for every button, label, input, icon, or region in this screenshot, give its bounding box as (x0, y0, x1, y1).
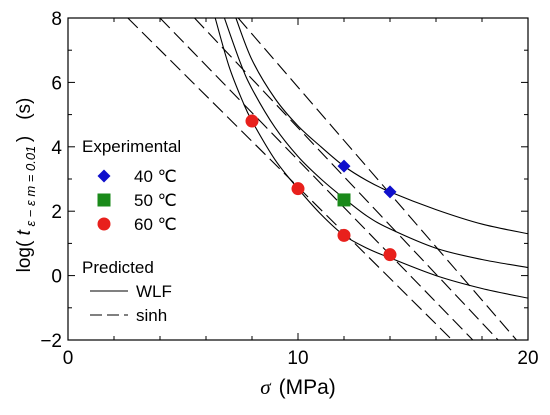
y-tick-label: 4 (51, 138, 62, 159)
y-tick-label: 2 (51, 202, 62, 223)
chart-points (245, 114, 397, 262)
y-tick-label: 0 (51, 267, 62, 288)
wlf-line-0 (235, 18, 528, 235)
sinh-line-3 (237, 18, 517, 340)
legend-marker-diamond (97, 169, 111, 183)
y-tick-label: 6 (51, 73, 62, 94)
data-point-circle (245, 114, 259, 128)
sinh-line-4 (194, 18, 499, 340)
legend-marker-square (97, 193, 111, 207)
legend-marker-circle (97, 217, 111, 231)
data-point-circle (337, 228, 351, 242)
legend-title-experimental: Experimental (82, 137, 181, 156)
legend-label: 50 ℃ (134, 191, 177, 210)
legend: Experimental 40 ℃ 50 ℃ 60 ℃ Predicted WLF sinh (82, 137, 181, 325)
data-point-diamond (383, 185, 397, 199)
legend-label: WLF (136, 282, 172, 301)
chart-lines (127, 18, 528, 340)
axis-labels: σ (MPa) log( t ε − ε m = 0.01 )(s) (14, 98, 336, 399)
legend-title-predicted: Predicted (82, 258, 154, 277)
legend-label: sinh (136, 306, 167, 325)
y-tick-label: −2 (40, 331, 62, 352)
data-point-circle (291, 182, 305, 196)
wlf-line-2 (214, 18, 528, 299)
legend-label: 40 ℃ (134, 167, 177, 186)
y-axis-label: log( t ε − ε m = 0.01 )(s) (14, 98, 38, 273)
x-tick-label: 10 (287, 348, 308, 369)
x-tick-label: 0 (63, 348, 74, 369)
sinh-line-5 (159, 18, 474, 340)
data-point-square (337, 193, 351, 207)
sinh-line-6 (127, 18, 453, 340)
legend-label: 60 ℃ (134, 215, 177, 234)
x-axis-label: σ (MPa) (260, 375, 336, 399)
data-point-diamond (337, 159, 351, 173)
wlf-line-1 (223, 18, 528, 269)
data-point-circle (383, 248, 397, 262)
x-tick-label: 20 (517, 348, 538, 369)
y-tick-label: 8 (51, 9, 62, 30)
